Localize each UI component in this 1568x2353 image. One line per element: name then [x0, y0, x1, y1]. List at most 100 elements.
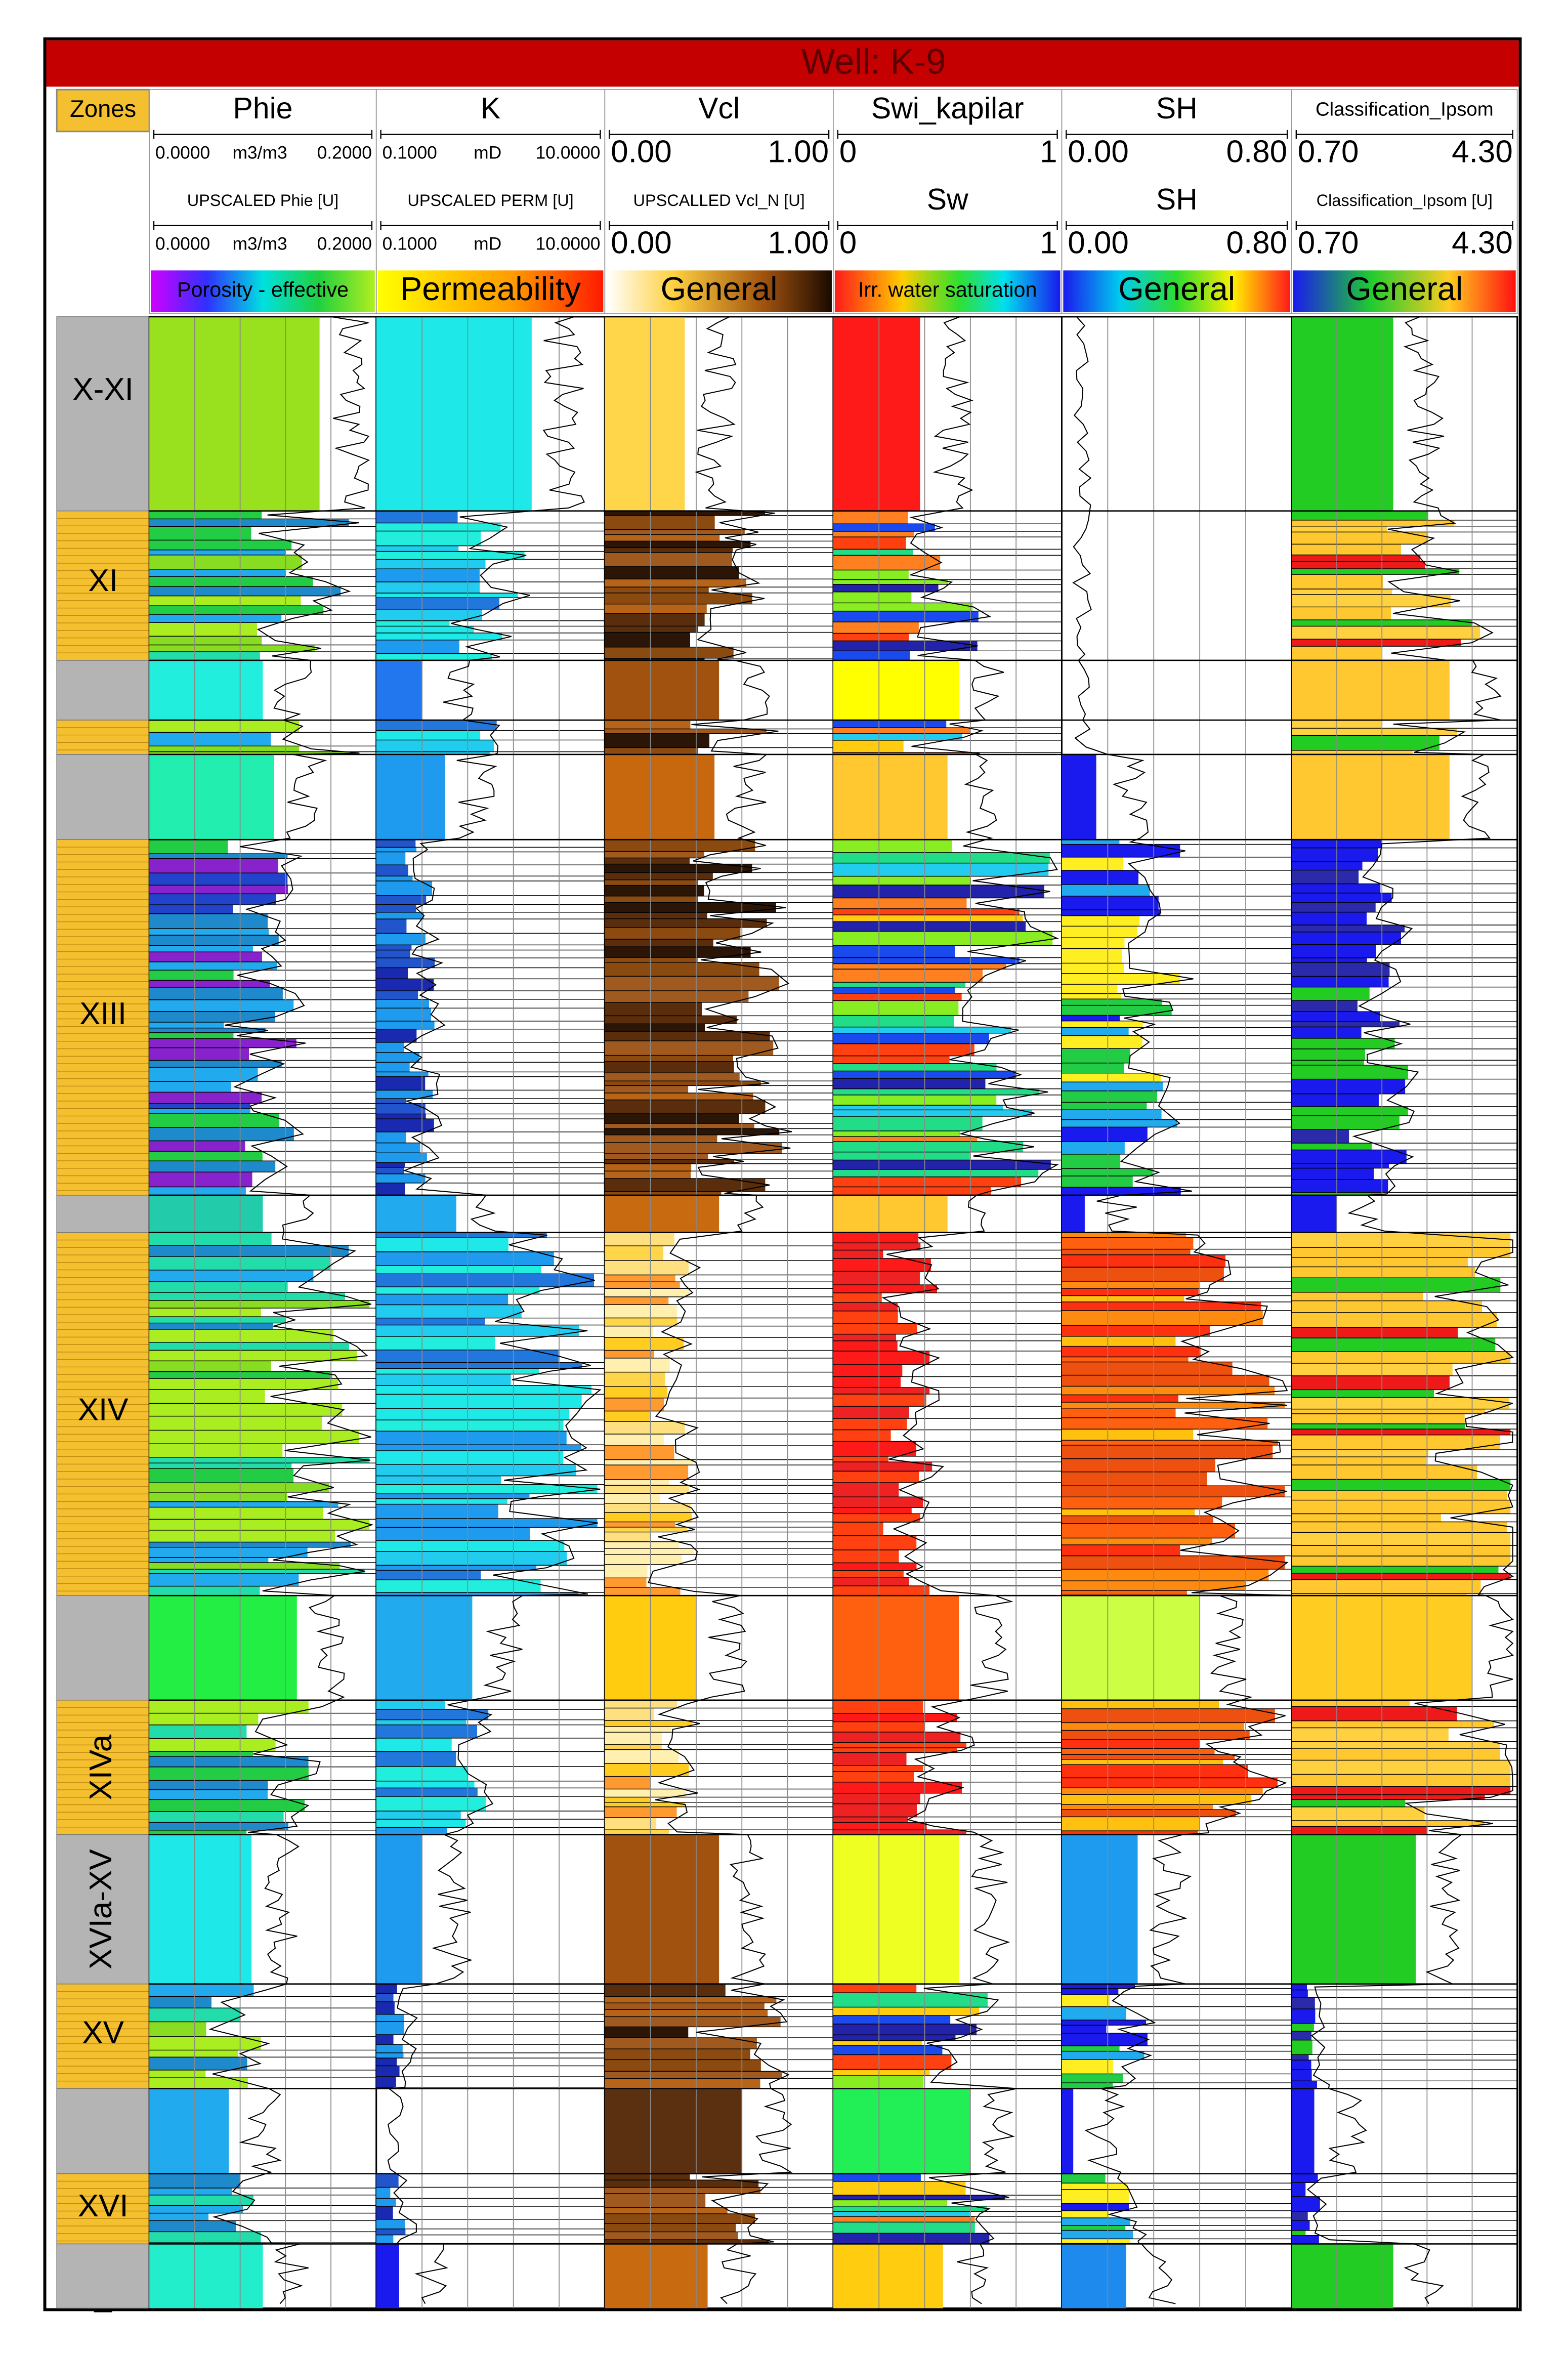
log-fill — [833, 1514, 920, 1523]
log-fill — [605, 733, 710, 748]
scale-min: 0.70 — [1298, 226, 1359, 261]
log-fill — [605, 1485, 690, 1494]
log-fill — [376, 1445, 581, 1451]
log-fill — [149, 614, 282, 623]
log-fill — [605, 2180, 759, 2188]
log-fill — [376, 865, 408, 876]
log-fill — [1062, 1508, 1195, 1516]
scale-max: 1 — [1040, 226, 1057, 261]
log-fill — [1291, 1457, 1427, 1465]
log-fill — [605, 2207, 728, 2214]
log-fill — [833, 603, 973, 611]
log-fill — [376, 531, 481, 546]
log-fill — [149, 622, 257, 637]
log-fill — [1291, 1012, 1380, 1022]
well-title: Well: K-9 — [801, 42, 946, 82]
log-fill — [1291, 1094, 1379, 1107]
log-fill — [1291, 1163, 1389, 1168]
zone — [56, 1195, 150, 1233]
zone-label: X-XI — [72, 372, 134, 407]
log-fill — [1062, 1445, 1273, 1459]
log-fill — [605, 976, 779, 991]
log-fill — [605, 1503, 691, 1512]
log-fill — [833, 2035, 956, 2041]
log-fill — [1062, 1168, 1153, 1176]
log-fill — [1291, 2173, 1318, 2183]
log-fill — [605, 1732, 662, 1745]
log-fill — [149, 1586, 260, 1596]
log-fill — [1291, 962, 1390, 977]
log-fill — [1062, 1325, 1210, 1336]
scale-max: 1.00 — [768, 226, 829, 261]
log-fill — [149, 2232, 261, 2243]
log-fill — [605, 1002, 702, 1016]
log-fill — [833, 876, 971, 885]
log-fill — [833, 1550, 899, 1563]
log-fill — [833, 1169, 1039, 1177]
log-fill — [605, 1829, 669, 1835]
log-fill — [1291, 987, 1370, 1000]
log-fill — [833, 1043, 974, 1056]
log-fill — [833, 2200, 948, 2206]
log-fill — [605, 1318, 677, 1326]
log-fill — [376, 1294, 508, 1305]
log-fill — [149, 1569, 365, 1574]
log-fill — [376, 1131, 406, 1143]
log-fill — [605, 927, 741, 939]
log-fill — [1062, 2088, 1074, 2174]
log-fill — [1291, 2230, 1306, 2236]
log-fill — [1062, 1440, 1279, 1445]
log-fill — [605, 552, 732, 567]
log-fill — [605, 2173, 690, 2180]
zone-label: XVIa-XV — [83, 1849, 118, 1969]
log-fill — [1062, 1472, 1207, 1486]
log-fill — [376, 1114, 426, 1119]
log-fill — [833, 2173, 921, 2181]
log-fill — [833, 1271, 920, 1285]
scale-min: 0.1000 — [383, 142, 437, 162]
log-fill — [833, 1771, 914, 1782]
log-fill — [833, 1586, 930, 1596]
log-fill — [376, 999, 429, 1009]
log-fill — [1062, 1994, 1110, 2007]
log-fill — [376, 933, 426, 945]
log-fill — [149, 894, 276, 905]
log-fill — [1291, 2040, 1312, 2055]
log-fill — [833, 2045, 943, 2055]
log-fill — [1062, 1740, 1200, 1749]
log-fill — [605, 1996, 777, 2003]
log-fill — [1062, 915, 1140, 927]
log-fill — [1291, 1267, 1475, 1278]
log-fill — [149, 746, 300, 752]
colorbar — [834, 270, 1061, 313]
log-fill — [376, 1494, 530, 1499]
log-fill — [149, 1767, 309, 1781]
log-fill — [1291, 595, 1451, 607]
log-fill — [376, 852, 406, 865]
log-fill — [833, 2054, 952, 2070]
log-fill — [1291, 544, 1402, 555]
log-fill — [605, 902, 776, 913]
log-fill — [149, 1822, 288, 1830]
log-fill — [1291, 1150, 1407, 1164]
log-fill — [605, 2060, 761, 2072]
colorbar — [377, 270, 604, 313]
log-fill — [149, 526, 251, 540]
log-fill — [1062, 1523, 1235, 1538]
log-fill — [605, 1159, 735, 1164]
log-fill — [149, 1172, 252, 1187]
log-fill — [1291, 1700, 1410, 1707]
log-fill — [605, 720, 691, 729]
log-fill — [1291, 1292, 1423, 1301]
log-fill — [833, 1015, 954, 1027]
log-fill — [833, 1535, 917, 1550]
log-fill — [605, 1512, 692, 1522]
zone-label: _ — [94, 2278, 112, 2313]
log-fill — [1062, 1232, 1186, 1238]
log-fill — [376, 2014, 404, 2022]
log-fill — [833, 963, 1006, 970]
track-upscaled-name: Sw — [927, 183, 968, 216]
track-upscaled-name: UPSCALLED Vcl_N [U] — [633, 191, 805, 209]
log-fill — [833, 1311, 898, 1324]
